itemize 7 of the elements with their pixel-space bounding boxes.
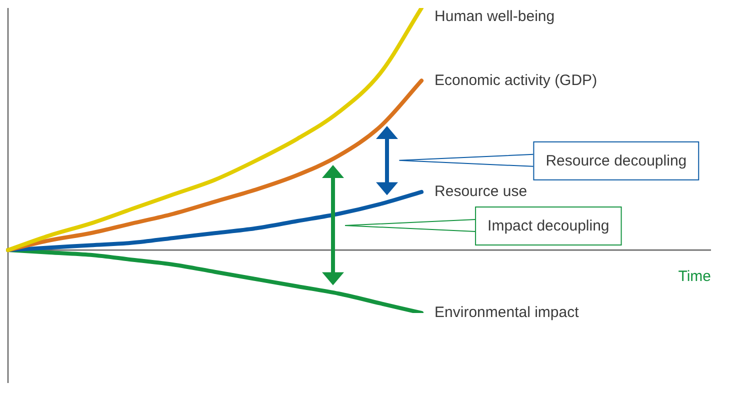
series-label: Resource use xyxy=(434,183,528,200)
series-label: Economic activity (GDP) xyxy=(434,72,598,89)
annotation: Resource decoupling xyxy=(546,152,687,170)
x-axis-title: Time xyxy=(678,268,711,286)
series-label: Environmental impact xyxy=(434,304,580,322)
series-label: Human well-being xyxy=(434,8,555,26)
annotation: Impact decoupling xyxy=(488,218,610,235)
